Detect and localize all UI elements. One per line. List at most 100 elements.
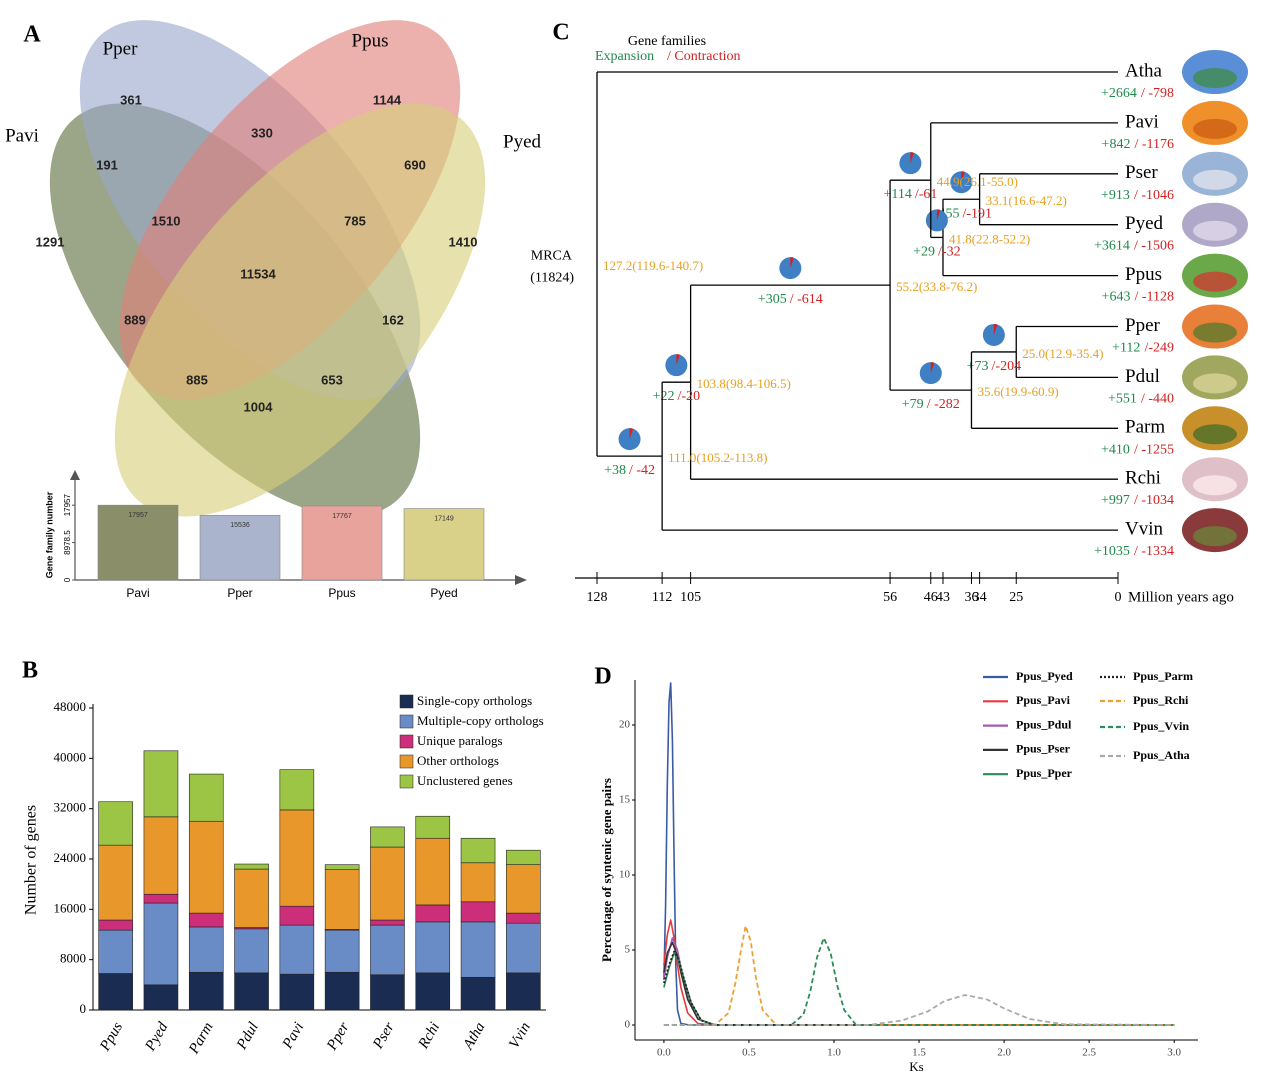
legend-label: Ppus_Rchi [1133, 693, 1189, 707]
bar-segment [234, 928, 269, 974]
bar-segment [370, 974, 405, 1011]
legend-contraction: / Contraction [667, 49, 741, 64]
x-axis-label: Ks [909, 1059, 923, 1074]
bar-segment [188, 820, 224, 914]
contraction: / -1255 [1134, 443, 1174, 458]
legend-label: Ppus_Parm [1133, 669, 1193, 683]
x-tick-label: 112 [652, 590, 672, 605]
y-tick-label: 20 [619, 719, 631, 731]
legend-label: Ppus_Pyed [1016, 669, 1073, 683]
contraction: /-249 [1144, 341, 1174, 356]
y-tick-label: 5 [625, 944, 631, 956]
leaf-name: Rchi [1125, 468, 1161, 489]
venn-region-value: 162 [382, 312, 404, 327]
node-date: 41.8(22.8-52.2) [949, 231, 1030, 246]
node-pie-slice [961, 171, 965, 183]
expansion: +79 [902, 397, 924, 412]
bar-segment [279, 905, 315, 926]
contraction: /-32 [938, 245, 961, 260]
species-photo-detail [1193, 271, 1237, 292]
x-axis-label: Million years ago [1128, 589, 1234, 605]
bar-segment [143, 750, 179, 818]
x-tick-label: 46 [924, 590, 938, 605]
venn-set-label: Ppus [352, 30, 389, 51]
venn-region-value: 1291 [36, 234, 65, 249]
node-pie-slice [936, 209, 941, 221]
legend-expansion: Expansion [595, 49, 654, 64]
bar-segment [324, 971, 360, 1011]
venn-set-label: Pavi [5, 125, 39, 146]
expansion: +913 [1101, 188, 1130, 203]
bar-segment [415, 972, 451, 1011]
y-tick-label: 8000 [60, 951, 86, 966]
leaf-name: Pavi [1125, 111, 1159, 132]
bar-segment [234, 972, 269, 1011]
venn-set [114, 103, 486, 517]
species-photo-detail [1193, 373, 1237, 394]
node-pie-slice [629, 428, 634, 440]
expansion: +114 [883, 187, 911, 202]
y-tick-label: 10 [619, 869, 631, 881]
y-tick-label: 40000 [54, 749, 87, 764]
y-tick-label: 32000 [54, 800, 87, 815]
node-pie-slice [930, 362, 935, 374]
contraction: / -614 [790, 292, 823, 307]
contraction: / -1034 [1134, 493, 1174, 508]
bar-segment [506, 912, 541, 924]
node-change: +22/-20 [653, 389, 700, 404]
expansion: +29 [913, 245, 935, 260]
x-tick-label: 43 [936, 590, 950, 605]
contraction: / -1176 [1134, 137, 1174, 152]
panel-label: D [594, 664, 611, 690]
venn-region-value: 361 [120, 92, 142, 107]
y-tick-label: 48000 [54, 699, 87, 714]
leaf-change: +1035 / -1334 [1094, 544, 1174, 559]
leaf-change: +913 / -1046 [1101, 188, 1174, 203]
y-tick-label: 17957 [63, 494, 72, 517]
bar-segment [460, 862, 496, 903]
legend-label: Ppus_Vvin [1133, 719, 1189, 733]
contraction: / -1128 [1134, 290, 1174, 305]
x-tick-label: Pyed [430, 586, 457, 600]
y-axis-label: Number of genes [23, 805, 40, 915]
venn-region-value: 785 [344, 213, 366, 228]
x-tick-label: 56 [883, 590, 897, 605]
legend-label: Unclustered genes [417, 773, 513, 788]
node-change: +305/ -614 [758, 292, 823, 307]
node-date: 44.9(26.1-55.0) [937, 174, 1018, 189]
legend-title: Gene families [628, 34, 706, 49]
leaf-name: Pper [1125, 315, 1161, 336]
panel-label: A [23, 22, 41, 48]
y-tick-label: 15 [619, 794, 631, 806]
x-tick-label: Pper [227, 586, 252, 600]
species-photo-detail [1193, 68, 1237, 88]
bar [403, 508, 485, 581]
contraction: /-191 [962, 206, 992, 221]
leaf-name: Pser [1125, 162, 1158, 183]
contraction: /-204 [992, 359, 1022, 374]
leaf-change: +2664 / -798 [1101, 86, 1174, 101]
leaf-change: +112 /-249 [1112, 341, 1174, 356]
node-pie-slice [790, 257, 794, 269]
legend-swatch [399, 734, 414, 749]
expansion: +22 [653, 389, 675, 404]
bar-value-label: 17767 [332, 513, 352, 520]
venn-set-label: Pyed [503, 131, 542, 152]
bar-segment [415, 837, 451, 906]
x-tick-label: 105 [680, 590, 701, 605]
species-photo-detail [1193, 118, 1237, 139]
node-pie-slice [993, 323, 998, 335]
expansion: +112 [1112, 341, 1140, 356]
bar [301, 505, 383, 581]
contraction: / -440 [1141, 392, 1174, 407]
legend-label: Ppus_Pavi [1016, 693, 1071, 707]
node-date: 35.6(19.9-60.9) [977, 384, 1058, 399]
bar-segment [188, 773, 224, 822]
bar-segment [98, 929, 133, 974]
x-tick-label: Ppus [328, 586, 355, 600]
line-series [663, 682, 1175, 1026]
legend-swatch [399, 714, 414, 729]
legend-swatch [399, 694, 414, 709]
legend-swatch [399, 754, 414, 769]
bar-segment [415, 921, 451, 974]
